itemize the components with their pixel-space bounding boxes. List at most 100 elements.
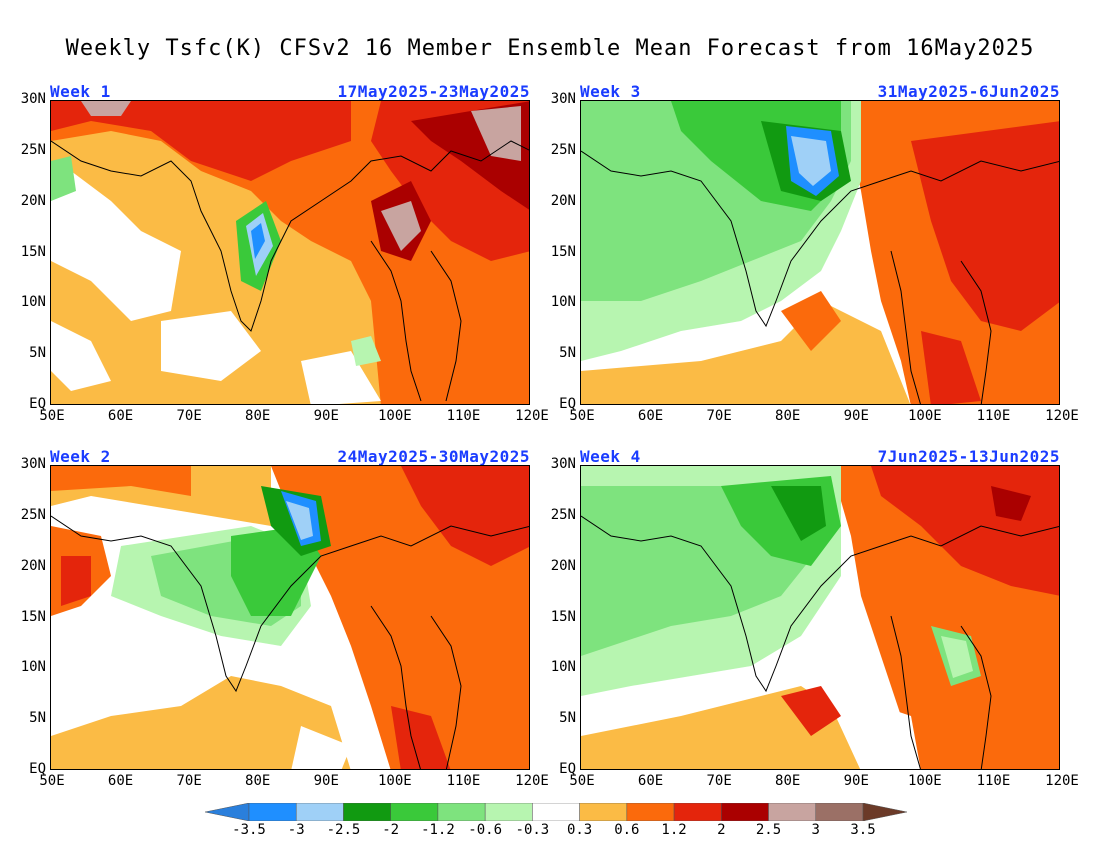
y-tick-label: 25N [20,141,46,158]
x-tick-label: 50E [569,773,595,789]
x-tick-label: 100E [377,773,412,789]
y-tick-label: 5N [559,710,576,727]
y-tick-label: 25N [550,141,576,158]
y-tick-label: 20N [20,192,46,209]
colorbar-label: -1.2 [421,822,455,838]
y-tick-label: 5N [29,710,46,727]
colorbar-swatch [626,803,675,821]
colorbar-swatch [295,803,344,821]
x-tick-label: 60E [107,773,134,789]
y-tick-label: 15N [550,243,576,260]
y-tick-label: 20N [20,557,46,574]
colorbar-swatch [532,803,580,821]
colorbar-swatch [768,803,817,821]
y-tick-label: 15N [550,608,576,625]
x-tick-label: 50E [39,408,65,424]
map-fields [51,101,529,404]
colorbar [205,803,907,821]
y-tick-label: 25N [550,506,576,523]
panel-date-range: 7Jun2025-13Jun2025 [877,447,1060,466]
colorbar-swatch [437,803,486,821]
colorbar-label: -3.5 [232,822,266,838]
y-tick-label: 10N [20,294,46,311]
forecast-map [50,100,530,405]
map-fields [581,466,1059,769]
x-tick-label: 110E [976,408,1011,424]
panel-week-label: Week 2 [50,447,111,466]
panel-date-range: 17May2025-23May2025 [337,82,530,101]
panel-week-4: Week 4 7Jun2025-13Jun2025 [580,447,1060,770]
y-tick-label: 20N [550,557,576,574]
colorbar-swatch [484,803,533,821]
panel-week-1: Week 1 17May2025-23May2025 [50,82,530,405]
y-tick-label: 30N [550,456,576,472]
x-tick-label: 70E [706,408,732,424]
panel-week-label: Week 3 [580,82,641,101]
forecast-map [50,465,530,770]
x-tick-label: 90E [313,773,339,789]
x-tick-label: 120E [1045,773,1079,789]
panel-date-range: 24May2025-30May2025 [337,447,530,466]
x-tick-label: 100E [907,773,942,789]
x-tick-label: 80E [775,773,801,789]
colorbar-label: 3 [811,822,820,838]
forecast-map [580,465,1060,770]
x-tick-label: 100E [377,408,412,424]
x-tick-label: 60E [637,408,664,424]
colorbar-label: -0.3 [515,822,550,838]
colorbar-swatch [673,803,722,821]
x-tick-label: 50E [39,773,65,789]
y-tick-label: 30N [20,456,46,472]
x-tick-label: 70E [176,773,202,789]
colorbar-swatch [579,803,628,821]
colorbar-label: 3.5 [850,822,876,838]
x-tick-label: 110E [446,408,481,424]
y-tick-label: 25N [20,506,46,523]
x-tick-label: 60E [107,408,134,424]
colorbar-swatch [862,803,907,821]
panel-week-2: Week 2 24May2025-30May2025 [50,447,530,770]
colorbar-label: 2 [717,822,726,838]
colorbar-swatch [815,803,864,821]
colorbar-label: -2.5 [326,822,361,838]
y-tick-label: EQ [29,761,46,777]
panel-date-range: 31May2025-6Jun2025 [877,82,1060,101]
x-tick-label: 90E [843,773,869,789]
panel-week-label: Week 4 [580,447,641,466]
y-tick-label: 5N [29,345,46,362]
colorbar-swatch [248,803,297,821]
panel-week-label: Week 1 [50,82,111,101]
y-tick-label: 10N [550,659,576,676]
y-tick-label: 5N [559,345,576,362]
x-tick-label: 90E [843,408,869,424]
colorbar-swatch [343,803,391,821]
x-tick-label: 110E [976,773,1011,789]
x-tick-label: 120E [515,773,549,789]
colorbar-label: -2 [382,822,400,838]
x-tick-label: 110E [446,773,481,789]
x-tick-label: 80E [245,773,271,789]
colorbar-swatch [390,803,439,821]
y-tick-label: EQ [559,761,576,777]
panel-week-3: Week 3 31May2025-6Jun2025 [580,82,1060,405]
y-tick-label: 15N [20,243,46,260]
x-tick-label: 70E [706,773,732,789]
x-tick-label: 120E [1045,408,1079,424]
colorbar-label: 0.6 [614,822,640,838]
map-fields [51,466,529,769]
y-tick-label: 30N [20,91,46,107]
colorbar-label: -3 [287,822,305,838]
x-tick-label: 50E [569,408,595,424]
forecast-map [580,100,1060,405]
colorbar-label: -0.6 [468,822,502,838]
x-tick-label: 90E [313,408,339,424]
map-fields [581,101,1059,404]
colorbar-label: 1.2 [661,822,687,838]
x-tick-label: 70E [176,408,202,424]
x-tick-label: 60E [637,773,664,789]
colorbar-label: 0.3 [566,822,593,838]
colorbar-swatch [205,803,250,821]
y-tick-label: 10N [550,294,576,311]
x-tick-label: 80E [245,408,271,424]
colorbar-swatch [721,803,769,821]
